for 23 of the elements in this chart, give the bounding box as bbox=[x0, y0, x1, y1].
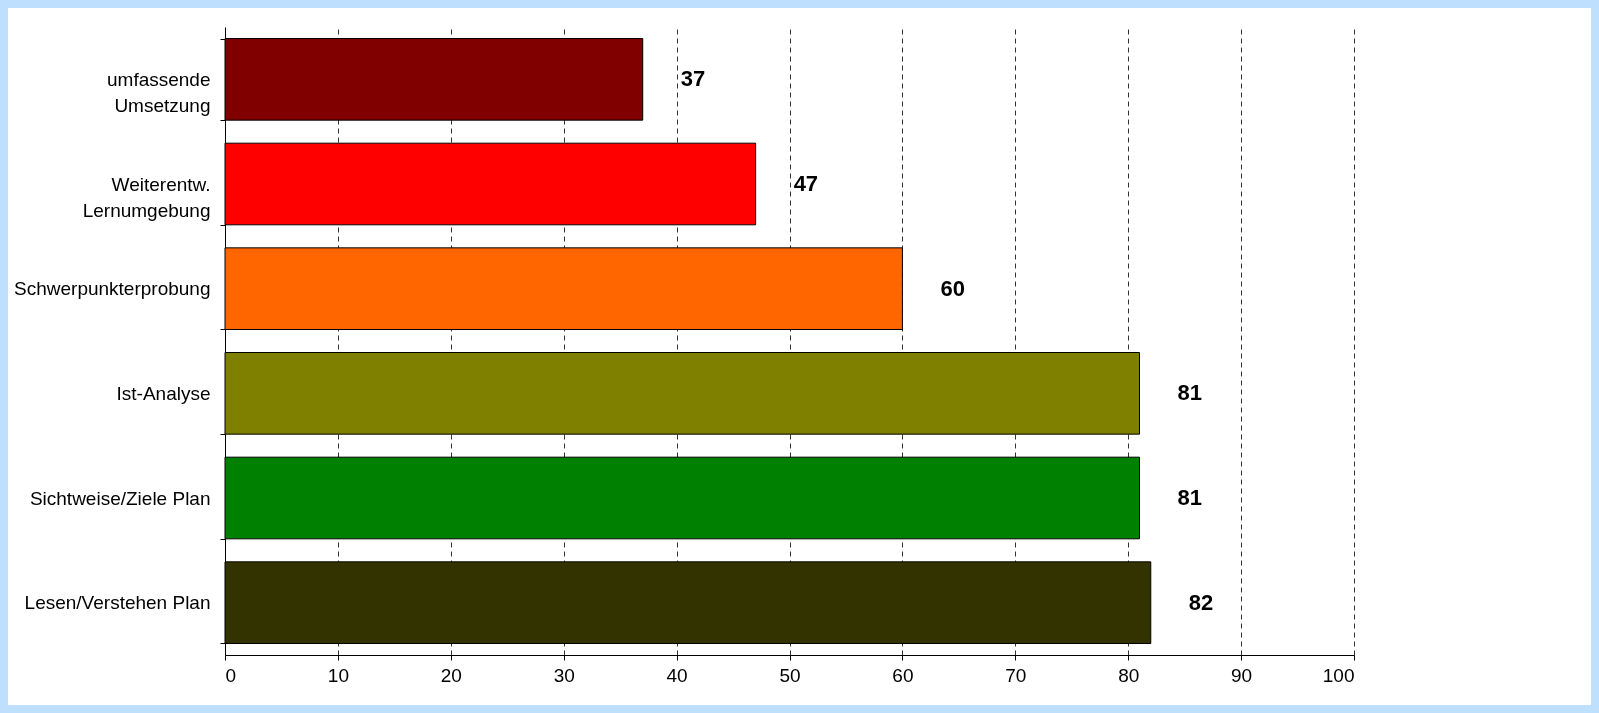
data-label: 37 bbox=[680, 66, 706, 92]
y-tick-label: Weiterentw. Lernumgebung bbox=[82, 173, 211, 221]
x-tick-label: 100 bbox=[1322, 664, 1355, 686]
data-label: 82 bbox=[1188, 589, 1214, 615]
y-tick-label: Schwerpunkterprobung bbox=[14, 278, 211, 300]
x-tick-label: 90 bbox=[1231, 664, 1253, 686]
x-tick-label: 70 bbox=[1005, 664, 1027, 686]
y-tick-label: umfassende Umsetzung bbox=[106, 68, 211, 116]
x-tick-label: 20 bbox=[440, 664, 462, 686]
x-tick-label: 0 bbox=[225, 664, 237, 686]
x-tick-label: 80 bbox=[1118, 664, 1140, 686]
x-tick-label: 10 bbox=[327, 664, 349, 686]
data-label: 60 bbox=[940, 275, 965, 301]
x-tick-label: 60 bbox=[892, 664, 914, 686]
x-tick-label: 50 bbox=[779, 664, 801, 686]
y-tick-label: Ist-Analyse bbox=[116, 382, 211, 404]
data-label: 81 bbox=[1177, 380, 1202, 406]
y-tick-label: Sichtweise/Ziele Plan bbox=[29, 487, 211, 509]
data-label: 81 bbox=[1177, 485, 1202, 510]
x-tick-label: 40 bbox=[666, 664, 688, 686]
x-tick-label: 30 bbox=[553, 664, 575, 686]
data-label: 47 bbox=[793, 171, 819, 196]
y-tick-label: Lesen/Verstehen Plan bbox=[24, 592, 211, 614]
